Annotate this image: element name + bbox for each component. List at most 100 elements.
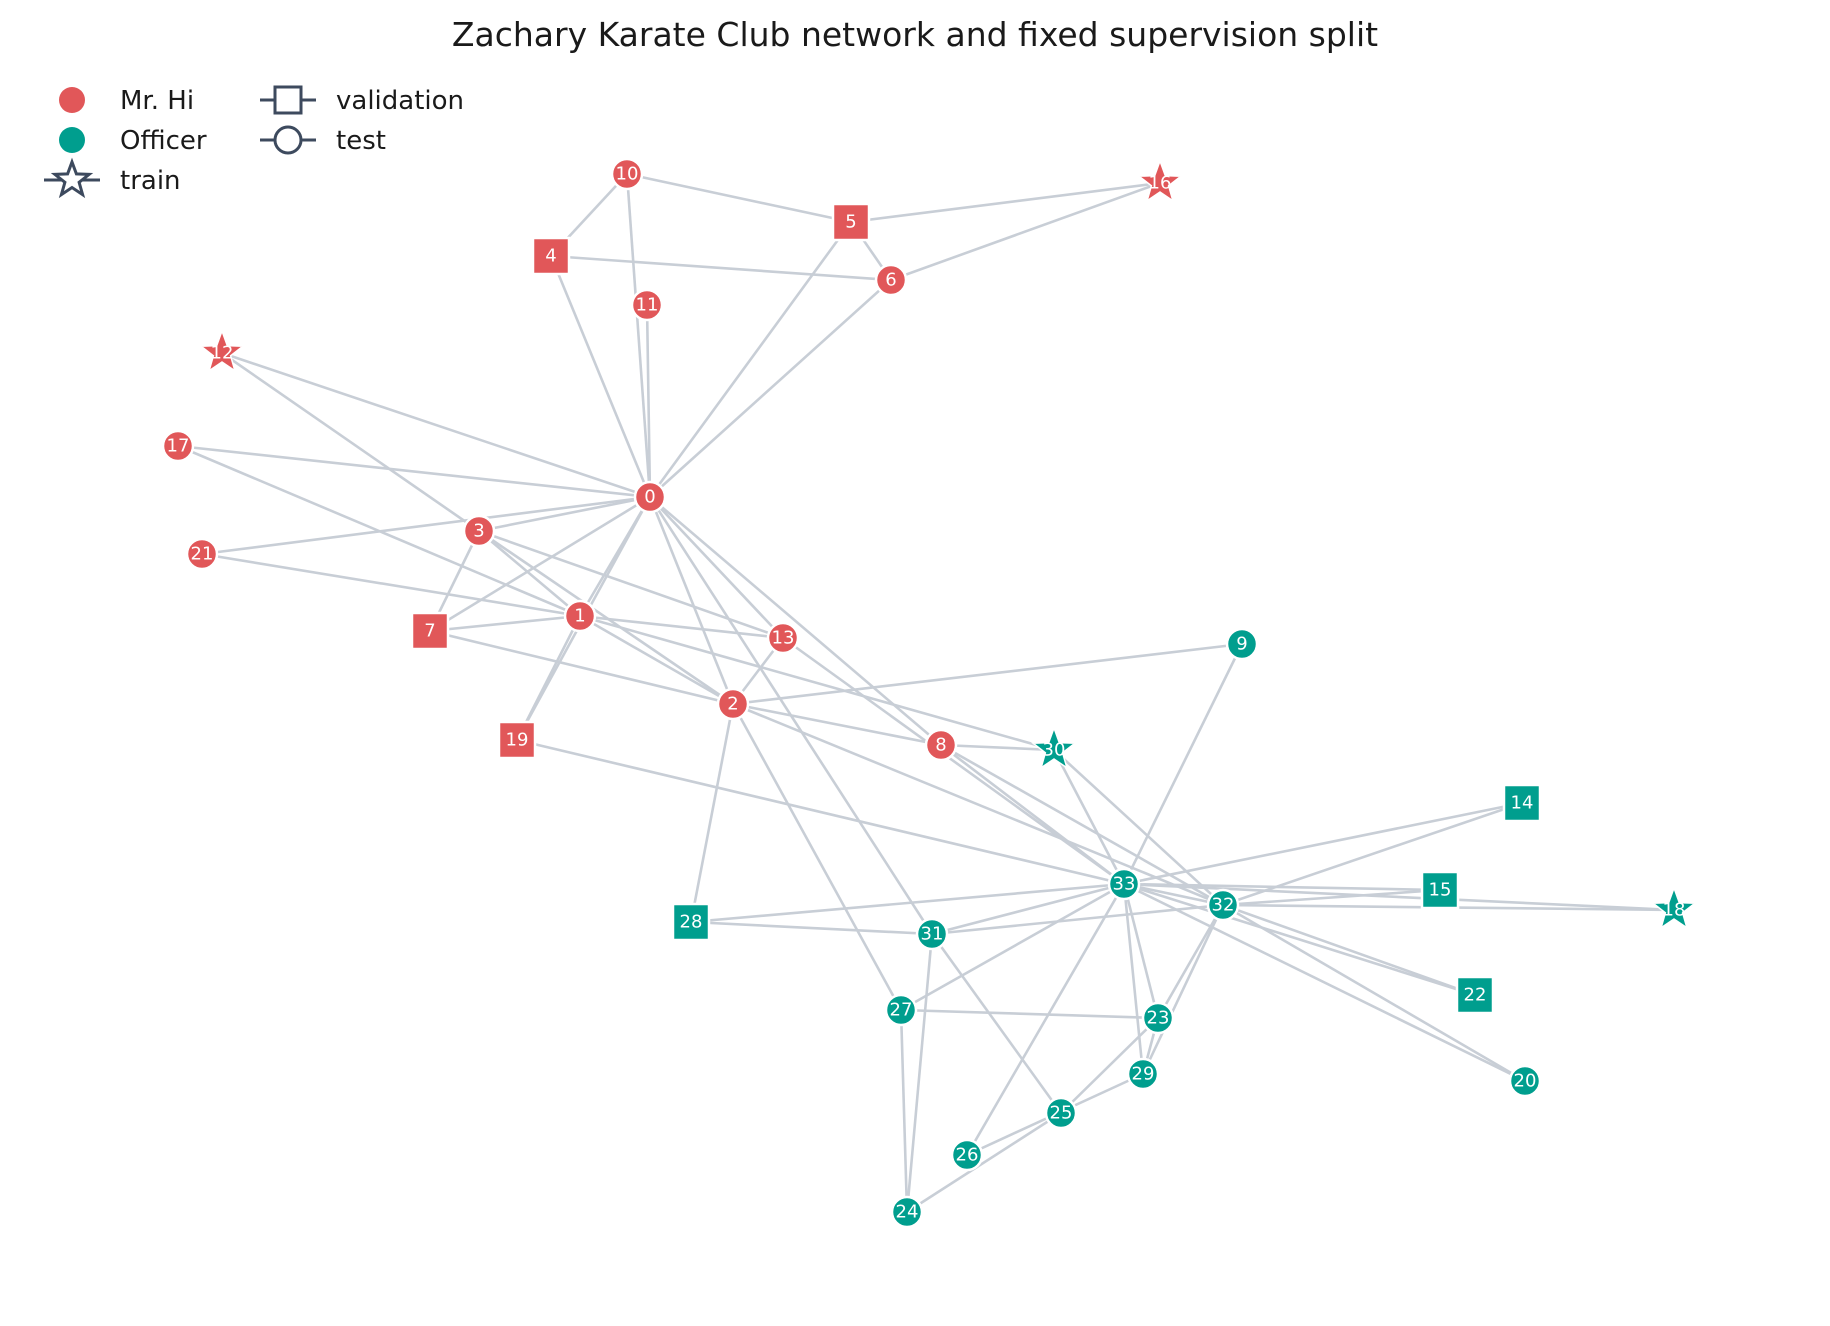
edge-2-32 [732, 702, 1224, 907]
edge-5-10 [626, 172, 852, 224]
edge-1-7 [429, 614, 581, 633]
edge-2-9 [732, 642, 1243, 706]
node-marker-square [1420, 870, 1460, 910]
node-label: 0 [644, 487, 655, 508]
legend-label: test [336, 126, 386, 156]
node-label: 2 [727, 694, 738, 715]
edge-1-19 [515, 615, 582, 741]
node-22: 22 [1455, 975, 1495, 1015]
edge-15-33 [1123, 882, 1441, 892]
legend-dot-icon [59, 127, 85, 153]
node-marker-circle [462, 514, 496, 548]
node-5: 5 [831, 202, 871, 242]
node-marker-circle [161, 429, 195, 463]
node-2: 2 [716, 687, 750, 721]
node-17: 17 [161, 429, 195, 463]
node-18: 18 [1651, 885, 1697, 930]
node-marker-circle [915, 917, 949, 951]
node-31: 31 [915, 917, 949, 951]
node-label: 17 [167, 436, 190, 457]
legend-item-test: test [260, 125, 386, 156]
edge-0-13 [649, 496, 784, 639]
node-14: 14 [1502, 783, 1542, 823]
node-label: 18 [1663, 900, 1686, 921]
node-label: 13 [772, 628, 795, 649]
edge-0-10 [625, 173, 652, 498]
node-marker-star [1651, 885, 1697, 930]
edge-23-25 [1060, 1017, 1159, 1114]
node-label: 7 [424, 621, 435, 642]
node-label: 30 [1043, 740, 1066, 761]
node-1: 1 [563, 599, 597, 633]
node-10: 10 [610, 157, 644, 191]
node-label: 11 [636, 295, 659, 316]
edge-9-33 [1122, 643, 1244, 885]
edge-30-32 [1053, 749, 1224, 906]
edge-0-2 [648, 496, 735, 705]
node-label: 23 [1147, 1008, 1170, 1029]
node-marker-circle [716, 687, 750, 721]
node-33: 33 [1107, 867, 1141, 901]
node-label: 9 [1236, 634, 1247, 655]
edge-18-33 [1123, 882, 1675, 912]
node-9: 9 [1225, 627, 1259, 661]
node-25: 25 [1044, 1096, 1078, 1130]
edge-2-27 [731, 703, 903, 1011]
node-marker-circle [1126, 1057, 1160, 1091]
node-marker-circle [1206, 888, 1240, 922]
node-label: 22 [1464, 985, 1487, 1006]
edge-0-3 [478, 495, 651, 533]
node-label: 14 [1511, 793, 1534, 814]
edge-23-27 [900, 1008, 1159, 1020]
node-19: 19 [497, 720, 537, 760]
edge-15-32 [1222, 888, 1441, 907]
edge-0-8 [649, 496, 942, 746]
node-label: 20 [1514, 1071, 1537, 1092]
edge-layer [177, 172, 1675, 1214]
edge-1-17 [177, 444, 581, 618]
edge-0-12 [221, 351, 651, 499]
node-label: 3 [473, 521, 484, 542]
edge-2-28 [689, 703, 735, 923]
figure-title: Zachary Karate Club network and fixed su… [452, 15, 1378, 54]
edge-22-32 [1222, 903, 1476, 997]
node-marker-circle [1107, 867, 1141, 901]
node-label: 10 [616, 164, 639, 185]
node-16: 16 [1137, 158, 1183, 203]
node-marker-star [1031, 725, 1077, 770]
node-12: 12 [199, 328, 245, 373]
node-marker-square [831, 202, 871, 242]
edge-1-2 [579, 614, 734, 706]
edge-14-33 [1123, 801, 1523, 886]
node-marker-square [671, 902, 711, 942]
edge-3-13 [478, 529, 784, 640]
edge-28-31 [690, 920, 933, 936]
node-label: 12 [211, 343, 234, 364]
legend-label: validation [336, 86, 464, 116]
edge-24-25 [906, 1111, 1062, 1214]
node-label: 24 [896, 1202, 919, 1223]
node-marker-circle [185, 537, 219, 571]
node-marker-square [531, 236, 571, 276]
node-marker-circle [633, 480, 667, 514]
edge-19-33 [516, 738, 1125, 886]
edge-0-4 [549, 255, 652, 498]
edge-22-33 [1123, 882, 1476, 997]
node-marker-square [1455, 975, 1495, 1015]
legend-item-train: train [44, 157, 181, 199]
edge-31-33 [931, 882, 1125, 936]
node-marker-circle [890, 1195, 924, 1229]
node-marker-circle [950, 1138, 984, 1172]
edge-23-33 [1122, 883, 1160, 1019]
edge-0-11 [645, 304, 652, 498]
node-label: 19 [506, 730, 529, 751]
legend-circle-icon [273, 125, 303, 155]
legend-label: Mr. Hi [120, 86, 194, 116]
node-label: 8 [935, 735, 946, 756]
legend-dot-icon [59, 87, 85, 113]
edge-13-33 [782, 636, 1125, 886]
edge-5-16 [850, 181, 1161, 224]
node-label: 27 [890, 1000, 913, 1021]
node-label: 5 [845, 212, 856, 233]
